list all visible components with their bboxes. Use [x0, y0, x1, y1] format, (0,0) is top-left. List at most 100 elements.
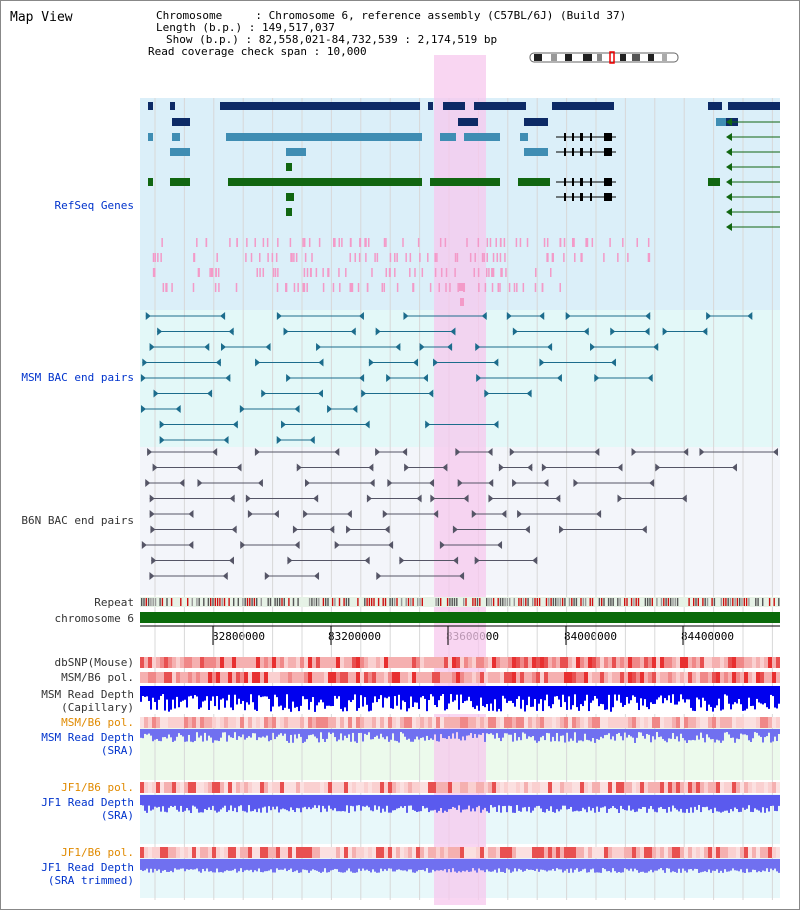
- depth-bar: [774, 795, 776, 811]
- repeat-element: [313, 598, 315, 606]
- depth-bar: [652, 795, 654, 810]
- depth-bar: [182, 729, 184, 737]
- bac-end-marker: [175, 405, 181, 413]
- track-label-b6n-bac[interactable]: B6N BAC end pairs: [21, 514, 134, 527]
- depth-bar: [478, 686, 480, 711]
- repeat-element: [297, 598, 299, 606]
- depth-bar: [422, 795, 424, 806]
- heat-cell: [300, 847, 304, 858]
- msm-bac-end-pairs[interactable]: [140, 312, 753, 444]
- heat-cell: [660, 782, 664, 793]
- depth-bar: [376, 686, 378, 703]
- depth-bar: [648, 859, 650, 872]
- heat-cell: [244, 672, 248, 683]
- heat-cell: [156, 782, 160, 793]
- depth-bar: [336, 795, 338, 812]
- depth-bar: [642, 795, 644, 807]
- depth-bar: [428, 859, 430, 873]
- heat-cell: [704, 657, 708, 668]
- depth-bar: [412, 795, 414, 810]
- bac-end-marker: [153, 389, 159, 398]
- bac-end-marker: [369, 479, 375, 487]
- heat-cell: [620, 657, 624, 668]
- depth-bar: [340, 686, 342, 709]
- depth-bar: [538, 795, 540, 806]
- heat-cell: [400, 717, 404, 728]
- heat-cell: [472, 672, 476, 683]
- bac-end-marker: [152, 463, 158, 472]
- depth-bar: [212, 729, 214, 743]
- heat-cell: [696, 782, 700, 793]
- depth-bar: [492, 686, 494, 711]
- depth-bar: [504, 686, 506, 699]
- repeat-element: [327, 598, 329, 606]
- heat-cell: [264, 657, 268, 668]
- depth-bar: [320, 859, 322, 873]
- b6n-bac-end-pairs[interactable]: [141, 448, 778, 580]
- depth-bar: [500, 795, 502, 813]
- depth-bar: [144, 859, 146, 871]
- heat-cell: [716, 672, 720, 683]
- depth-bar: [674, 795, 676, 809]
- track-label-msm-bac[interactable]: MSM BAC end pairs: [21, 371, 134, 384]
- depth-bar: [776, 859, 778, 872]
- chromosome-bar[interactable]: [140, 612, 780, 623]
- heat-cell: [712, 782, 716, 793]
- heat-cell: [776, 672, 780, 683]
- depth-bar: [412, 729, 414, 742]
- depth-bar: [488, 686, 490, 711]
- depth-bar: [310, 686, 312, 702]
- depth-bar: [600, 729, 602, 737]
- bac-end-marker: [222, 572, 228, 580]
- depth-bar: [294, 686, 296, 708]
- repeat-element: [713, 598, 716, 606]
- heat-cell: [332, 657, 336, 668]
- depth-bar: [584, 729, 586, 734]
- depth-bar: [152, 686, 154, 698]
- heat-cell: [264, 782, 268, 793]
- refseq-genes[interactable]: [148, 102, 780, 306]
- heat-cell: [668, 657, 672, 668]
- depth-bar: [444, 686, 446, 711]
- depth-bar: [516, 686, 518, 699]
- depth-bar: [496, 795, 498, 812]
- snp-marker: [368, 238, 370, 247]
- heat-cell: [152, 672, 156, 683]
- depth-bar: [654, 686, 656, 704]
- heat-cell: [360, 717, 364, 728]
- heat-cell: [752, 782, 756, 793]
- depth-bar: [738, 729, 740, 740]
- depth-bar: [356, 795, 358, 806]
- depth-bar: [560, 795, 562, 810]
- bac-end-marker: [149, 510, 155, 518]
- bac-end-marker: [481, 312, 487, 320]
- depth-bar: [542, 729, 544, 736]
- heat-cell: [472, 847, 476, 858]
- depth-bar: [718, 686, 720, 699]
- depth-bar: [468, 686, 470, 697]
- selected-region-highlight[interactable]: [434, 55, 486, 905]
- snp-marker: [205, 238, 208, 247]
- snp-marker: [491, 268, 493, 277]
- snp-marker: [209, 268, 211, 277]
- heat-cell: [220, 847, 224, 858]
- bac-end-marker: [402, 448, 408, 456]
- heat-cell: [192, 782, 196, 793]
- depth-bar: [210, 795, 212, 810]
- heat-cell: [520, 657, 524, 668]
- depth-bar: [176, 729, 178, 737]
- depth-bar: [406, 729, 408, 740]
- heat-cell: [208, 717, 212, 728]
- heat-cell: [324, 717, 328, 728]
- heat-cell: [728, 782, 732, 793]
- chromosome-ideogram[interactable]: [529, 51, 679, 64]
- depth-bar: [306, 795, 308, 810]
- track-label-refseq[interactable]: RefSeq Genes: [54, 199, 134, 212]
- heat-cell: [320, 847, 324, 858]
- bac-end-marker: [439, 541, 445, 549]
- snp-marker: [160, 253, 162, 262]
- depth-bar: [148, 795, 150, 806]
- snp-marker: [445, 283, 447, 292]
- bac-end-marker: [399, 556, 405, 565]
